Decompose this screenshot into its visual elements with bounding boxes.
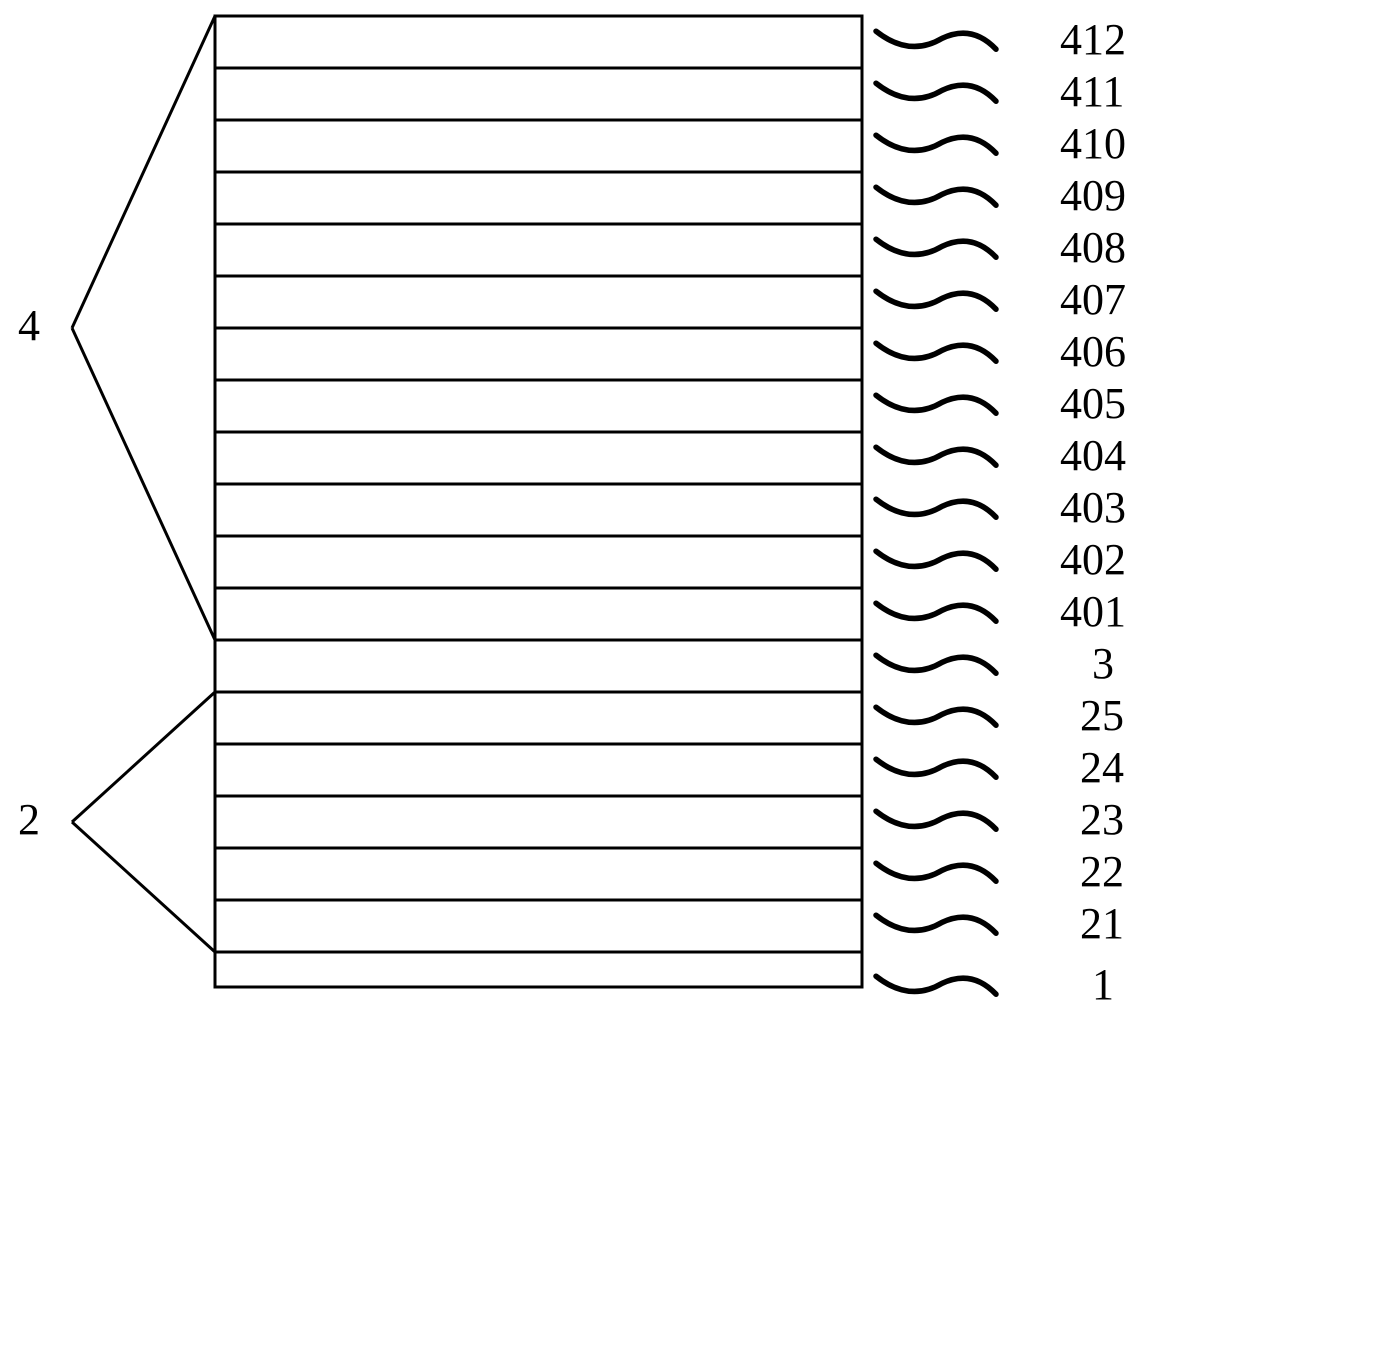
group-bracket-line (72, 692, 215, 822)
stack-outline (215, 16, 862, 987)
layer-label-right: 3 (1092, 642, 1114, 686)
layer-label-right: 410 (1060, 122, 1126, 166)
leader-squiggle (876, 343, 996, 361)
leader-squiggle (876, 811, 996, 829)
leader-squiggle (876, 499, 996, 517)
layer-label-right: 23 (1080, 798, 1124, 842)
layer-label-right: 411 (1060, 70, 1124, 114)
leader-squiggle (876, 135, 996, 153)
group-label-left: 4 (18, 304, 40, 348)
layer-label-right: 403 (1060, 486, 1126, 530)
leader-squiggle (876, 603, 996, 621)
layer-label-right: 412 (1060, 18, 1126, 62)
leader-squiggle (876, 976, 996, 994)
leader-squiggle (876, 239, 996, 257)
layer-label-right: 22 (1080, 850, 1124, 894)
layer-label-right: 1 (1092, 963, 1114, 1007)
leader-squiggle (876, 707, 996, 725)
leader-squiggle (876, 759, 996, 777)
layer-label-right: 21 (1080, 902, 1124, 946)
group-label-left: 2 (18, 798, 40, 842)
leader-squiggle (876, 83, 996, 101)
leader-squiggle (876, 915, 996, 933)
layer-label-right: 402 (1060, 538, 1126, 582)
group-bracket-line (72, 16, 215, 328)
layer-label-right: 24 (1080, 746, 1124, 790)
layer-label-right: 406 (1060, 330, 1126, 374)
layer-label-right: 407 (1060, 278, 1126, 322)
layer-label-right: 408 (1060, 226, 1126, 270)
leader-squiggle (876, 863, 996, 881)
diagram-svg (0, 0, 1396, 1372)
leader-squiggle (876, 395, 996, 413)
layer-label-right: 401 (1060, 590, 1126, 634)
leader-squiggle (876, 31, 996, 49)
leader-squiggle (876, 291, 996, 309)
leader-squiggle (876, 447, 996, 465)
leader-squiggle (876, 655, 996, 673)
group-bracket-line (72, 328, 215, 640)
layer-label-right: 404 (1060, 434, 1126, 478)
leader-squiggle (876, 551, 996, 569)
leader-squiggle (876, 187, 996, 205)
group-bracket-line (72, 822, 215, 952)
layer-label-right: 409 (1060, 174, 1126, 218)
layer-label-right: 25 (1080, 694, 1124, 738)
diagram-canvas: 4124114104094084074064054044034024013252… (0, 0, 1396, 1372)
layer-label-right: 405 (1060, 382, 1126, 426)
